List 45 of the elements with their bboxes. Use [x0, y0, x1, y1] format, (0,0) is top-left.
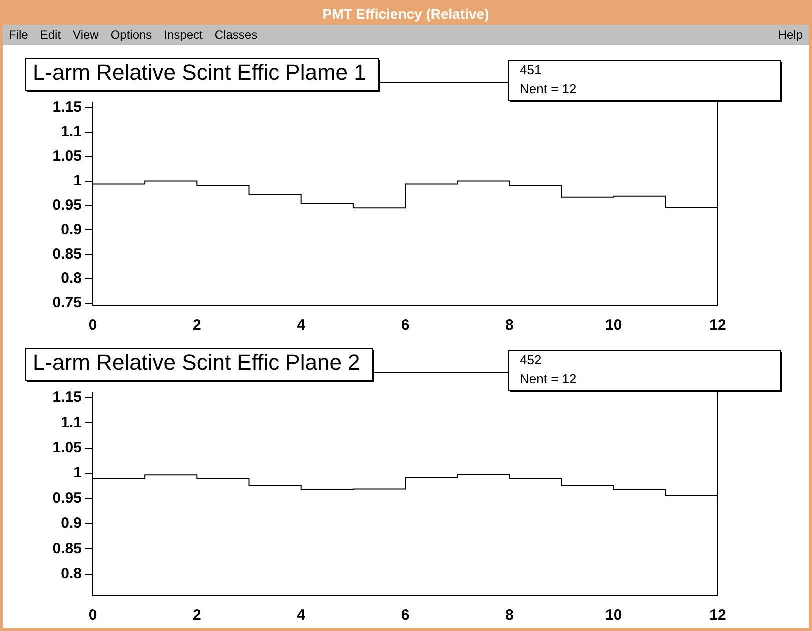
text: 451	[520, 62, 542, 78]
y-tick-label: 1	[74, 172, 82, 190]
x-tick-label: 4	[297, 317, 306, 334]
text: Inspect	[164, 28, 203, 42]
x-tick-label: 8	[505, 317, 514, 334]
text: Classes	[214, 28, 258, 42]
y-tick-label: 0.75	[52, 294, 82, 312]
y-tick-label: 0.85	[52, 540, 82, 558]
chart-title: L-arm Relative Scint Effic Plane 2	[33, 350, 360, 376]
x-tick-label: 6	[401, 317, 410, 334]
y-tick-label: 0.9	[61, 515, 82, 532]
y-tick-label: 1.1	[61, 123, 82, 140]
y-tick-label: 0.85	[52, 246, 82, 263]
text: 452	[520, 352, 542, 368]
x-tick-label: 2	[192, 317, 202, 334]
y-tick-label: 0.95	[52, 490, 82, 507]
text: Edit	[40, 28, 62, 42]
text: Options	[110, 28, 152, 42]
y-tick-label: 0.9	[61, 221, 82, 238]
y-tick-label: 1	[74, 464, 82, 482]
x-tick-label: 10	[605, 607, 622, 624]
y-tick-label: 1.15	[52, 389, 82, 406]
text: Nent = 12	[520, 372, 577, 387]
x-tick-label: 2	[192, 607, 202, 624]
text: PMT Efficiency (Relative)	[3, 3, 809, 25]
x-tick-label: 0	[88, 317, 98, 334]
text: Help	[778, 27, 803, 44]
chart-title: L-arm Relative Scint Effic Plame 1	[33, 60, 366, 86]
y-tick-label: 1.15	[52, 99, 82, 116]
y-tick-label: 1.05	[52, 440, 82, 457]
y-tick-label: 1.1	[61, 414, 82, 432]
y-tick-label: 0.8	[61, 565, 82, 582]
text: Nent = 12	[520, 82, 577, 97]
x-tick-label: 10	[605, 317, 622, 334]
text: View	[73, 28, 99, 42]
x-tick-label: 8	[505, 607, 514, 624]
y-tick-label: 1.05	[52, 148, 82, 165]
x-tick-label: 0	[88, 607, 98, 624]
x-tick-label: 12	[710, 317, 726, 334]
x-tick-label: 12	[710, 607, 726, 624]
y-tick-label: 0.95	[52, 196, 82, 214]
x-tick-label: 4	[297, 607, 306, 624]
y-tick-label: 0.8	[61, 270, 82, 288]
text: File	[9, 28, 28, 42]
x-tick-label: 6	[401, 607, 410, 624]
